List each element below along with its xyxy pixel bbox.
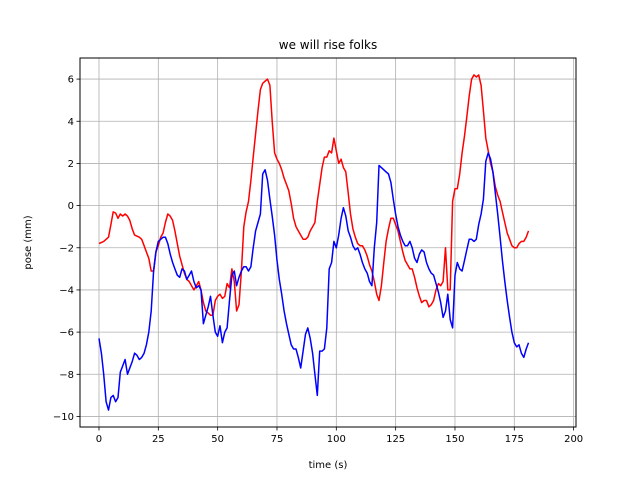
x-tick-label: 0 xyxy=(96,434,102,445)
x-axis-ticks: 0 25 50 75 100 125 150 175 200 xyxy=(96,427,583,445)
y-tick-label: −6 xyxy=(59,328,74,339)
series-line-1 xyxy=(98,74,530,316)
y-tick-label: −2 xyxy=(59,243,74,254)
y-tick-label: 6 xyxy=(68,75,74,86)
x-axis-label: time (s) xyxy=(309,460,348,471)
x-tick-label: 25 xyxy=(152,434,165,445)
x-tick-label: 100 xyxy=(327,434,346,445)
y-tick-label: −10 xyxy=(53,412,74,423)
x-tick-label: 200 xyxy=(564,434,583,445)
y-tick-label: 4 xyxy=(68,117,74,128)
plot-frame xyxy=(79,57,577,428)
y-axis-ticks: −10 −8 −6 −4 −2 0 2 4 6 xyxy=(53,75,80,423)
y-tick-label: −8 xyxy=(59,370,74,381)
y-tick-label: 0 xyxy=(68,201,74,212)
x-tick-label: 175 xyxy=(505,434,524,445)
x-tick-label: 125 xyxy=(386,434,405,445)
chart-title: we will rise folks xyxy=(279,38,377,52)
x-tick-label: 75 xyxy=(271,434,284,445)
series-line-2 xyxy=(98,152,530,411)
x-tick-label: 50 xyxy=(211,434,224,445)
series-group xyxy=(98,74,530,411)
y-tick-label: 2 xyxy=(68,159,74,170)
y-tick-label: −4 xyxy=(59,285,74,296)
y-axis-label: pose (mm) xyxy=(23,215,34,269)
x-tick-label: 150 xyxy=(445,434,464,445)
